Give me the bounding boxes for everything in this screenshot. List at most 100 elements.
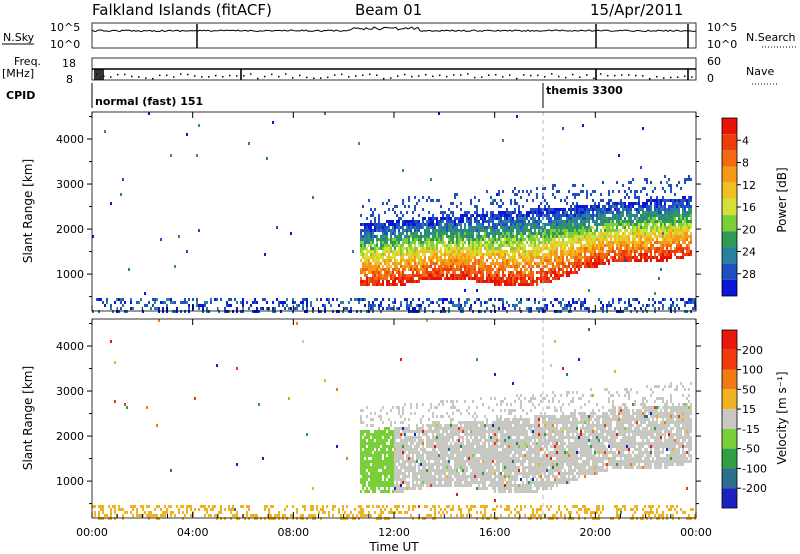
heatmap-cell xyxy=(654,232,656,235)
heatmap-cell xyxy=(598,244,600,247)
heatmap-cell xyxy=(404,238,406,241)
heatmap-cell xyxy=(656,220,658,223)
heatmap-cell xyxy=(386,244,388,247)
heatmap-cell xyxy=(560,274,562,277)
heatmap-cell xyxy=(140,505,142,508)
heatmap-cell xyxy=(394,505,396,508)
heatmap-cell xyxy=(512,247,514,250)
heatmap-cell xyxy=(428,244,430,247)
heatmap-cell xyxy=(608,304,610,307)
heatmap-cell xyxy=(366,250,368,253)
heatmap-cell xyxy=(524,247,526,250)
heatmap-cell xyxy=(394,241,396,244)
heatmap-cell xyxy=(384,244,386,247)
heatmap-cell xyxy=(378,451,380,454)
nave-dot xyxy=(348,76,350,78)
heatmap-cell xyxy=(672,199,674,202)
heatmap-cell xyxy=(396,508,398,511)
heatmap-cell xyxy=(362,514,364,517)
heatmap-cell xyxy=(378,481,380,484)
heatmap-cell xyxy=(614,229,616,232)
heatmap-cell xyxy=(388,271,390,274)
heatmap-cell xyxy=(600,307,602,310)
heatmap-cell xyxy=(662,196,664,199)
heatmap-cell xyxy=(644,235,646,238)
heatmap-cell xyxy=(608,220,610,223)
heatmap-cell xyxy=(460,214,462,217)
heatmap-cell xyxy=(556,190,558,193)
heatmap-cell xyxy=(638,196,640,199)
heatmap-cell xyxy=(394,205,396,208)
heatmap-cell xyxy=(628,187,630,190)
heatmap-cell xyxy=(392,274,394,277)
heatmap-cell xyxy=(490,214,492,217)
heatmap-cell xyxy=(416,235,418,238)
heatmap-cell xyxy=(496,283,498,286)
heatmap-cell xyxy=(622,220,624,223)
heatmap-cell xyxy=(582,244,584,247)
heatmap-cell xyxy=(592,199,594,202)
heatmap-cell xyxy=(422,265,424,268)
heatmap-cell xyxy=(508,259,510,262)
heatmap-cell xyxy=(468,250,470,253)
heatmap-cell xyxy=(506,229,508,232)
heatmap-cell xyxy=(500,205,502,208)
heatmap-cell xyxy=(664,244,666,247)
heatmap-cell xyxy=(560,220,562,223)
heatmap-cell xyxy=(188,304,190,307)
heatmap-cell xyxy=(602,199,604,202)
heatmap-cell xyxy=(374,220,376,223)
heatmap-cell xyxy=(466,238,468,241)
heatmap-cell xyxy=(558,190,560,193)
heatmap-cell xyxy=(642,232,644,235)
heatmap-cell xyxy=(688,253,690,256)
heatmap-cell xyxy=(538,310,540,313)
heatmap-cell xyxy=(398,229,400,232)
heatmap-cell xyxy=(330,304,332,307)
heatmap-cell xyxy=(430,199,432,202)
heatmap-cell xyxy=(272,517,274,520)
heatmap-cell xyxy=(154,307,156,310)
heatmap-cell xyxy=(642,310,644,313)
heatmap-cell xyxy=(420,421,422,424)
heatmap-cell xyxy=(520,223,522,226)
heatmap-cell xyxy=(478,259,480,262)
heatmap-cell xyxy=(650,250,652,253)
heatmap-cell xyxy=(576,262,578,265)
heatmap-cell xyxy=(312,487,314,490)
heatmap-cell xyxy=(422,241,424,244)
heatmap-cell xyxy=(400,439,402,442)
heatmap-cell xyxy=(560,217,562,220)
heatmap-cell xyxy=(362,460,364,463)
heatmap-cell xyxy=(678,202,680,205)
heatmap-cell xyxy=(568,214,570,217)
heatmap-cell xyxy=(420,268,422,271)
heatmap-cell xyxy=(610,229,612,232)
heatmap-cell xyxy=(504,241,506,244)
heatmap-cell xyxy=(446,259,448,262)
heatmap-cell xyxy=(418,298,420,301)
heatmap-cell xyxy=(360,442,362,445)
heatmap-cell xyxy=(420,277,422,280)
heatmap-cell xyxy=(490,274,492,277)
heatmap-cell xyxy=(406,223,408,226)
heatmap-cell xyxy=(678,205,680,208)
heatmap-cell xyxy=(186,505,188,508)
heatmap-cell xyxy=(570,241,572,244)
heatmap-cell xyxy=(588,259,590,262)
heatmap-cell xyxy=(520,253,522,256)
heatmap-cell xyxy=(436,232,438,235)
heatmap-cell xyxy=(490,262,492,265)
heatmap-cell xyxy=(544,229,546,232)
heatmap-cell xyxy=(380,262,382,265)
heatmap-cell xyxy=(522,280,524,283)
heatmap-cell xyxy=(432,268,434,271)
heatmap-cell xyxy=(500,226,502,229)
heatmap-cell xyxy=(598,262,600,265)
heatmap-cell xyxy=(474,220,476,223)
heatmap-cell xyxy=(612,214,614,217)
heatmap-cell xyxy=(522,277,524,280)
heatmap-cell xyxy=(654,301,656,304)
heatmap-cell xyxy=(376,271,378,274)
heatmap-cell xyxy=(472,229,474,232)
